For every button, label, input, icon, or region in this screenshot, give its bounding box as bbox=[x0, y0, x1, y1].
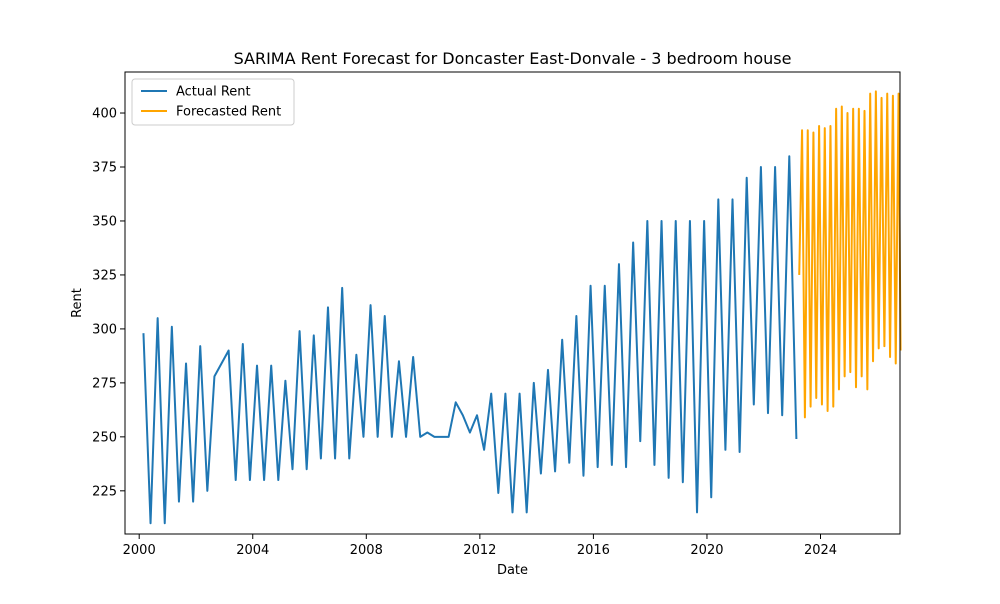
y-tick-label: 375 bbox=[92, 160, 117, 175]
y-tick-label: 325 bbox=[92, 268, 117, 283]
legend-label-actual-rent: Actual Rent bbox=[176, 85, 251, 100]
y-tick-label: 400 bbox=[92, 107, 117, 122]
plot-area-frame bbox=[124, 71, 901, 535]
legend-label-forecasted-rent: Forecasted Rent bbox=[176, 105, 281, 120]
x-tick-label: 2000 bbox=[123, 543, 156, 558]
legend: Actual Rent Forecasted Rent bbox=[131, 78, 295, 126]
y-axis-label: Rent bbox=[70, 288, 85, 318]
chart-title: SARIMA Rent Forecast for Doncaster East-… bbox=[234, 49, 792, 68]
y-tick-label: 275 bbox=[92, 376, 117, 391]
series-line-forecasted-rent bbox=[798, 90, 902, 419]
x-tick-label: 2016 bbox=[577, 543, 610, 558]
x-tick-label: 2008 bbox=[350, 543, 383, 558]
y-tick-label: 350 bbox=[92, 214, 117, 229]
legend-box bbox=[131, 78, 295, 126]
y-tick-label: 225 bbox=[92, 484, 117, 499]
y-tick-label: 250 bbox=[92, 430, 117, 445]
x-axis-label: Date bbox=[497, 563, 528, 578]
x-tick-label: 2024 bbox=[804, 543, 837, 558]
x-tick-label: 2012 bbox=[463, 543, 496, 558]
series-line-actual-rent bbox=[142, 155, 798, 525]
x-axis-ticks: 2000 2004 2008 2012 2016 2020 2024 bbox=[123, 534, 837, 558]
y-tick-label: 300 bbox=[92, 322, 117, 337]
y-axis-ticks: 225 250 275 300 325 350 375 400 bbox=[92, 107, 125, 499]
x-tick-label: 2004 bbox=[236, 543, 269, 558]
x-tick-label: 2020 bbox=[690, 543, 723, 558]
plot-lines bbox=[142, 90, 902, 525]
